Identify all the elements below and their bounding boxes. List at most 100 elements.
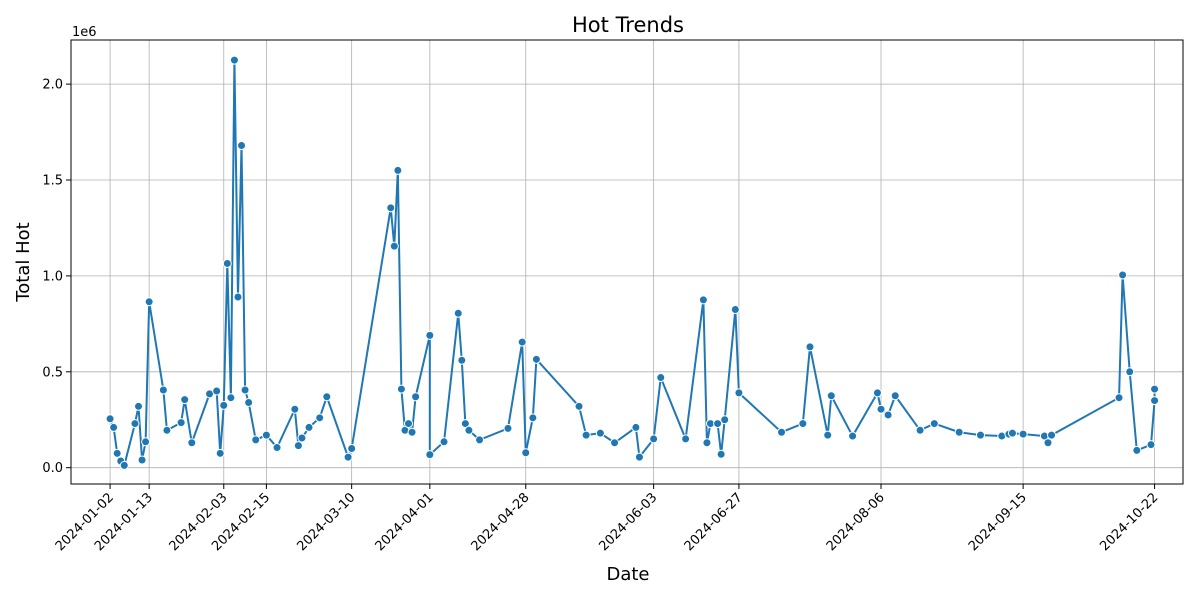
data-point bbox=[1150, 384, 1160, 394]
data-point bbox=[649, 434, 659, 444]
data-point bbox=[464, 425, 474, 435]
data-point bbox=[425, 450, 435, 460]
data-point bbox=[929, 419, 939, 429]
data-point bbox=[702, 438, 712, 448]
data-point bbox=[595, 428, 605, 438]
data-point bbox=[453, 308, 463, 318]
data-point bbox=[1132, 445, 1142, 455]
data-point bbox=[290, 404, 300, 414]
data-point bbox=[343, 452, 353, 462]
data-point bbox=[226, 393, 236, 403]
data-point bbox=[656, 373, 666, 383]
data-point bbox=[823, 430, 833, 440]
data-point bbox=[610, 438, 620, 448]
data-point bbox=[109, 422, 119, 432]
data-point bbox=[848, 431, 858, 441]
data-point bbox=[411, 392, 421, 402]
x-tick-label: 2024-09-15 bbox=[966, 490, 1030, 554]
data-point bbox=[681, 434, 691, 444]
data-point bbox=[244, 397, 254, 407]
data-point bbox=[162, 425, 172, 435]
data-point bbox=[119, 460, 129, 470]
data-point bbox=[304, 422, 314, 432]
y-tick-label: 0.0 bbox=[42, 461, 63, 476]
data-point bbox=[229, 55, 239, 65]
data-point bbox=[130, 419, 140, 429]
plot-area-frame bbox=[70, 39, 1184, 485]
data-point bbox=[176, 418, 186, 428]
data-point bbox=[698, 295, 708, 305]
data-point bbox=[1114, 393, 1124, 403]
data-point bbox=[826, 391, 836, 401]
data-point bbox=[407, 427, 417, 437]
data-point bbox=[315, 413, 325, 423]
data-points bbox=[105, 55, 1160, 470]
x-axis-title: Date bbox=[606, 564, 649, 585]
x-tick-label: 2024-08-06 bbox=[824, 490, 888, 554]
data-point bbox=[1146, 440, 1156, 450]
data-point bbox=[475, 435, 485, 445]
y-tick-label: 1.5 bbox=[42, 174, 63, 189]
data-point bbox=[187, 438, 197, 448]
data-point bbox=[222, 258, 232, 268]
x-tick-label: 2024-03-10 bbox=[294, 490, 358, 554]
data-point bbox=[1118, 270, 1128, 280]
data-point bbox=[1043, 438, 1053, 448]
grid-lines bbox=[71, 40, 1183, 484]
y-tick-label: 0.5 bbox=[42, 365, 63, 380]
data-point bbox=[425, 330, 435, 340]
data-point bbox=[261, 430, 271, 440]
chart-title: Hot Trends bbox=[572, 13, 684, 37]
data-point bbox=[233, 292, 243, 302]
data-point bbox=[404, 419, 414, 429]
data-point bbox=[574, 401, 584, 411]
data-point bbox=[1125, 367, 1135, 377]
data-point bbox=[531, 354, 541, 364]
data-point bbox=[240, 385, 250, 395]
data-point bbox=[393, 165, 403, 175]
data-point bbox=[503, 423, 513, 433]
x-tick-label: 2024-04-28 bbox=[469, 490, 533, 554]
data-point bbox=[954, 427, 964, 437]
data-point bbox=[720, 415, 730, 425]
data-point bbox=[716, 449, 726, 459]
data-point bbox=[105, 414, 115, 424]
data-point bbox=[734, 388, 744, 398]
data-point bbox=[457, 355, 467, 365]
data-point bbox=[215, 448, 225, 458]
data-point bbox=[347, 444, 357, 454]
data-point bbox=[1007, 428, 1017, 438]
data-point bbox=[322, 392, 332, 402]
x-tick-label: 2024-06-27 bbox=[682, 490, 746, 554]
data-point bbox=[396, 384, 406, 394]
data-point bbox=[158, 385, 168, 395]
data-point bbox=[915, 425, 925, 435]
data-point bbox=[805, 342, 815, 352]
data-point bbox=[581, 430, 591, 440]
data-point bbox=[883, 410, 893, 420]
data-point bbox=[521, 448, 531, 458]
data-point bbox=[272, 443, 282, 453]
data-point bbox=[777, 427, 787, 437]
data-point bbox=[872, 388, 882, 398]
data-point bbox=[386, 203, 396, 213]
data-point bbox=[389, 241, 399, 251]
data-point bbox=[212, 386, 222, 396]
data-point bbox=[876, 404, 886, 414]
data-point bbox=[1047, 430, 1057, 440]
data-point bbox=[297, 433, 307, 443]
data-point bbox=[112, 448, 122, 458]
y-tick-label: 2.0 bbox=[42, 78, 63, 93]
y-axis-title: Total Hot bbox=[13, 222, 34, 302]
data-point bbox=[890, 391, 900, 401]
data-point bbox=[141, 437, 151, 447]
data-point bbox=[439, 437, 449, 447]
y-tick-label: 1.0 bbox=[42, 269, 63, 284]
data-point bbox=[528, 413, 538, 423]
data-point bbox=[219, 400, 229, 410]
data-point bbox=[975, 430, 985, 440]
data-point bbox=[713, 419, 723, 429]
data-point bbox=[180, 395, 190, 405]
